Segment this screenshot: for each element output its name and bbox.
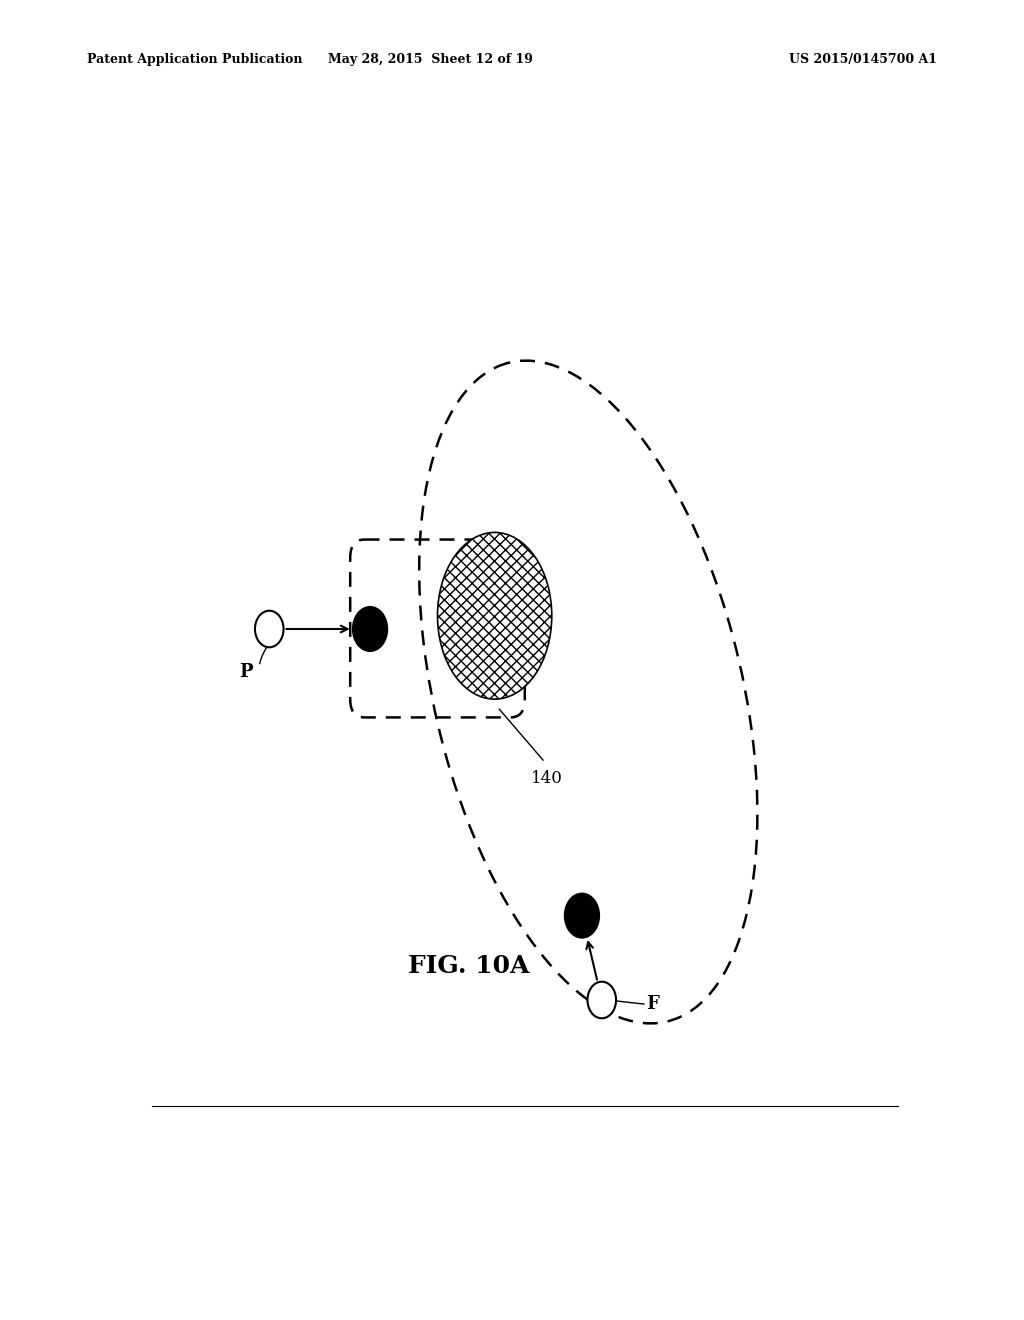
Text: May 28, 2015  Sheet 12 of 19: May 28, 2015 Sheet 12 of 19 <box>328 53 532 66</box>
Text: 140: 140 <box>531 770 563 787</box>
Text: Patent Application Publication: Patent Application Publication <box>87 53 302 66</box>
Text: FIG. 10A: FIG. 10A <box>409 954 530 978</box>
Circle shape <box>255 611 284 647</box>
Circle shape <box>588 982 616 1018</box>
Ellipse shape <box>437 532 552 700</box>
Text: F: F <box>646 995 659 1012</box>
Circle shape <box>564 894 599 939</box>
Text: US 2015/0145700 A1: US 2015/0145700 A1 <box>788 53 937 66</box>
Text: P: P <box>239 663 252 681</box>
Circle shape <box>352 607 387 651</box>
